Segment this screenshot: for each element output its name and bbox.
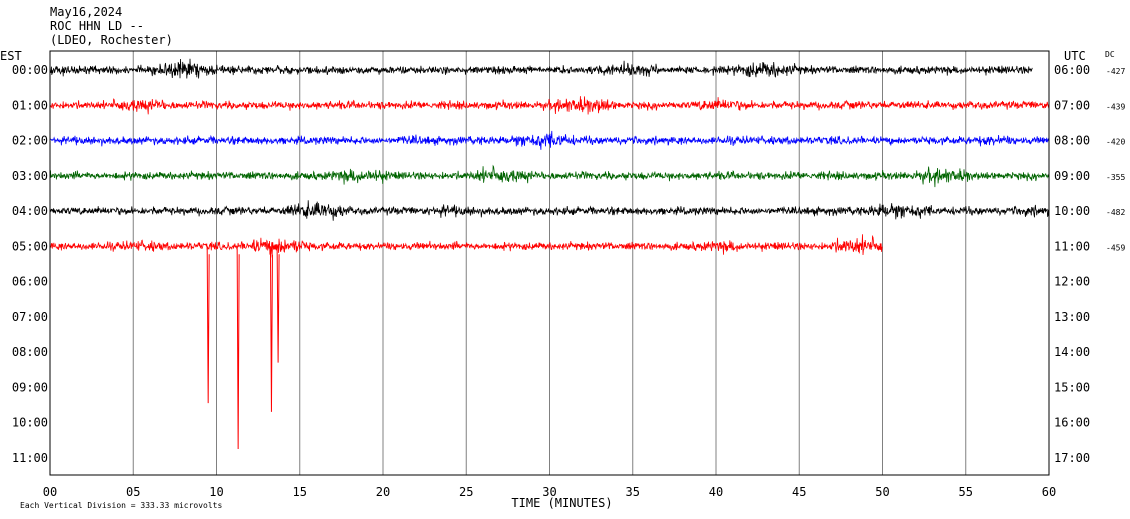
spike (236, 246, 240, 449)
spike (276, 246, 280, 363)
utc-row-label: 15:00 (1054, 380, 1090, 394)
utc-row-label: 07:00 (1054, 98, 1090, 112)
trace-row-3 (49, 164, 1050, 188)
x-tick-label: 10 (209, 485, 223, 499)
trace-row-4 (49, 200, 1050, 221)
utc-row-label: 06:00 (1054, 63, 1090, 77)
utc-row-label: 16:00 (1054, 416, 1090, 430)
x-tick-label: 05 (126, 485, 140, 499)
est-row-label: 02:00 (12, 134, 48, 148)
utc-row-label: 10:00 (1054, 204, 1090, 218)
est-row-label: 08:00 (12, 345, 48, 359)
est-row-label: 10:00 (12, 416, 48, 430)
x-tick-label: 60 (1042, 485, 1056, 499)
utc-row-label: 12:00 (1054, 275, 1090, 289)
spike (206, 246, 210, 404)
est-row-label: 04:00 (12, 204, 48, 218)
grid (132, 51, 967, 475)
utc-row-label: 08:00 (1054, 134, 1090, 148)
dc-value: -482 (1106, 208, 1125, 217)
utc-row-label: 13:00 (1054, 310, 1090, 324)
utc-row-label: 09:00 (1054, 169, 1090, 183)
x-tick-label: 25 (459, 485, 473, 499)
x-tick-label: 45 (792, 485, 806, 499)
scale-note: Each Vertical Division = 333.33 microvol… (20, 501, 222, 510)
dc-value: -420 (1106, 138, 1125, 147)
date-label: May16,2024 (50, 5, 123, 19)
spike (269, 246, 273, 412)
est-row-label: 01:00 (12, 98, 48, 112)
utc-row-label: 14:00 (1054, 345, 1090, 359)
axis-labels: 00 05 10 15 20 25 30 35 40 45 50 55 60 00:00 01:00 02:0… (0, 49, 1125, 510)
station-label: ROC HHN LD -- (50, 19, 144, 33)
x-tick-label: 55 (959, 485, 973, 499)
dc-value: -427 (1106, 67, 1125, 76)
est-row-label: 09:00 (12, 380, 48, 394)
network-label: (LDEO, Rochester) (50, 33, 173, 47)
x-tick-label: 30 (542, 485, 556, 499)
x-tick-label: 00 (43, 485, 57, 499)
dc-value: -355 (1106, 173, 1125, 182)
trace-row-2 (49, 130, 1050, 150)
est-row-label: 05:00 (12, 239, 48, 253)
x-tick-label: 15 (293, 485, 307, 499)
est-axis-label: EST (0, 49, 22, 63)
est-row-label: 11:00 (12, 451, 48, 465)
utc-row-label: 11:00 (1054, 239, 1090, 253)
x-tick-label: 50 (875, 485, 889, 499)
x-tick-label: 35 (626, 485, 640, 499)
traces (49, 58, 1050, 449)
est-row-label: 00:00 (12, 63, 48, 77)
est-row-label: 06:00 (12, 275, 48, 289)
dc-value: -439 (1106, 102, 1125, 111)
est-row-label: 07:00 (12, 310, 48, 324)
dc-value: -459 (1106, 243, 1125, 252)
utc-row-label: 17:00 (1054, 451, 1090, 465)
trace-row-0 (49, 58, 1033, 79)
trace-row-1 (49, 96, 1050, 115)
x-tick-label: 40 (709, 485, 723, 499)
plot-frame (49, 50, 1050, 476)
utc-axis-label: UTC (1064, 49, 1086, 63)
x-tick-label: 20 (376, 485, 390, 499)
dc-label: DC (1105, 50, 1115, 59)
x-axis-title: TIME (MINUTES) (511, 496, 612, 510)
est-row-label: 03:00 (12, 169, 48, 183)
trace-row-5 (49, 234, 883, 258)
